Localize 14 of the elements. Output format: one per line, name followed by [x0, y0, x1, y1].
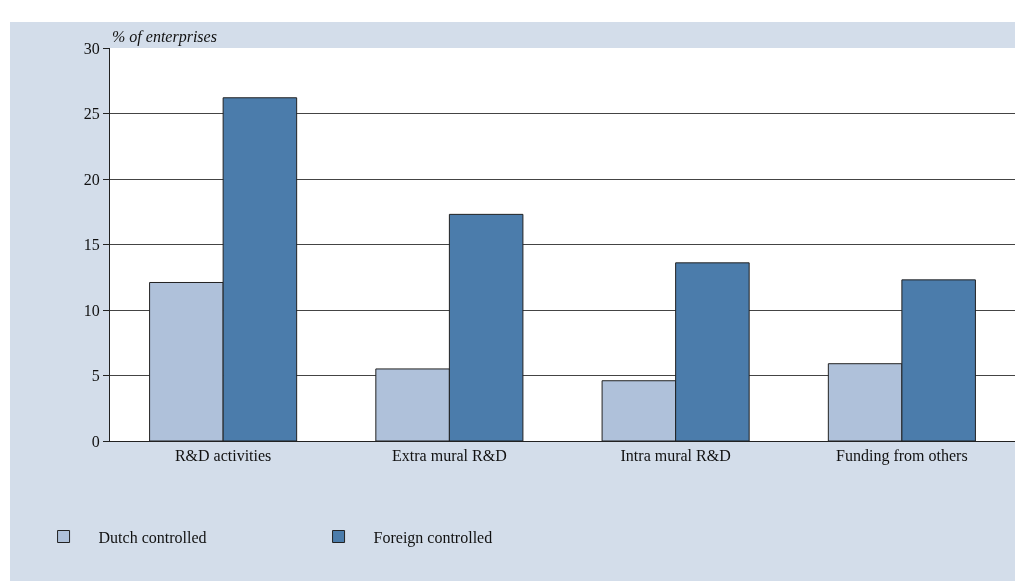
legend-label: Foreign controlled	[373, 528, 493, 547]
y-tick-label: 20	[83, 170, 100, 188]
y-tick-label: 25	[83, 105, 100, 123]
x-tick-label: R&D activities	[174, 447, 272, 465]
y-tick-label: 15	[83, 236, 100, 254]
legend-label: Dutch controlled	[98, 528, 207, 546]
x-tick-label: Funding from others	[836, 447, 968, 466]
x-tick-label: Intra mural R&D	[620, 447, 731, 465]
y-tick-label: 30	[83, 39, 100, 57]
x-tick-label: Extra mural R&D	[392, 447, 507, 465]
y-tick-label: 0	[91, 432, 100, 450]
y-tick-label: 5	[91, 367, 100, 385]
y-axis-title: % of enterprises	[112, 28, 217, 46]
y-tick-label: 10	[83, 301, 100, 319]
